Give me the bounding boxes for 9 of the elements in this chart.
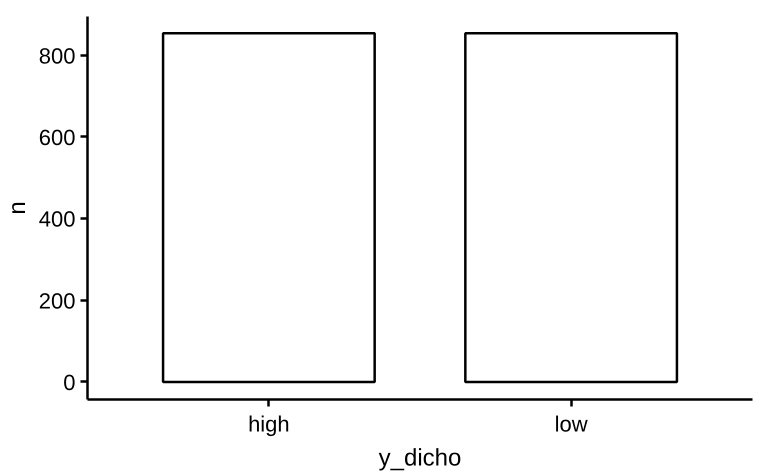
x-tick-label: high [248,412,290,436]
y-axis-title: n [4,201,31,215]
y-tick-label: 200 [38,288,76,314]
y-tick-label: 400 [38,206,76,232]
y-tick-label: 600 [38,124,76,150]
x-axis-title: y_dicho [378,444,462,472]
y-tick-label: 0 [63,370,76,395]
x-tick-label: low [554,412,588,436]
y-tick-label: 800 [38,43,76,68]
